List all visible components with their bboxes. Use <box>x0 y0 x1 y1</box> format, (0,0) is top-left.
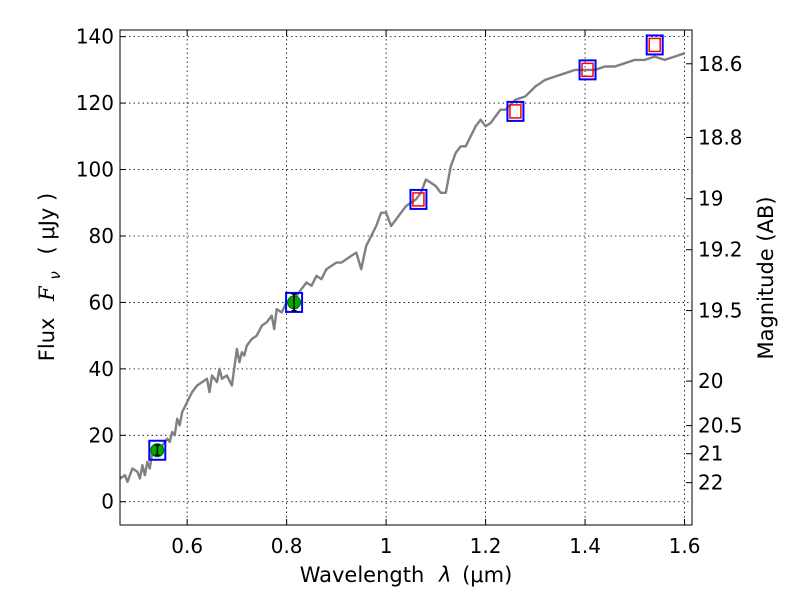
y-tick-label: 60 <box>89 290 114 314</box>
photometry-point <box>148 439 167 461</box>
model-flux-square <box>285 291 304 313</box>
x-tick-label: 1.4 <box>569 534 601 558</box>
y-tick-label: 100 <box>76 158 114 182</box>
x-tick-label: 1.6 <box>669 534 701 558</box>
predicted-flux-square <box>648 37 661 53</box>
y-tick-label: 40 <box>89 357 114 381</box>
y-tick-label: 140 <box>76 25 114 49</box>
axes: 0.6 0.8 1 1.2 1.4 1.6 0 20 40 60 80 100 120 140 18.6 18… <box>76 25 743 558</box>
y-tick-label: 0 <box>101 490 114 514</box>
mag-tick-label: 20 <box>698 369 723 393</box>
x-tick-label: 1.2 <box>470 534 502 558</box>
x-tick-label: 1 <box>380 534 393 558</box>
y2-axis-label: Magnitude (AB) <box>754 196 778 359</box>
model-flux-square <box>645 34 664 56</box>
mag-tick-label: 18.6 <box>698 52 743 76</box>
model-flux-square <box>409 188 428 210</box>
y-tick-label: 80 <box>89 224 114 248</box>
plot-frame <box>119 29 693 526</box>
photometry-point <box>506 100 525 122</box>
y-tick-label: 20 <box>89 423 114 447</box>
spectrum-line <box>119 52 685 483</box>
predicted-flux-square <box>509 104 522 119</box>
model-flux-square <box>578 59 597 81</box>
mag-tick-label: 21 <box>698 442 723 466</box>
x-tick-label: 0.6 <box>171 534 203 558</box>
mag-tick-label: 18.8 <box>698 125 743 149</box>
y-tick-label: 120 <box>76 91 114 115</box>
photometry-point <box>578 59 597 81</box>
mag-tick-label: 19 <box>698 187 723 211</box>
mag-tick-label: 19.2 <box>698 238 743 262</box>
mag-tick-label: 19.5 <box>698 299 743 323</box>
grid-lines <box>120 30 692 525</box>
model-flux-square <box>148 439 167 461</box>
plot-area <box>119 34 685 483</box>
mag-tick-label: 22 <box>698 471 723 495</box>
y-axis-label: Flux F ν ( μJy ) <box>35 193 65 361</box>
model-flux-square <box>506 100 525 122</box>
predicted-flux-square <box>581 62 594 78</box>
predicted-flux-square <box>412 192 425 207</box>
x-axis-label: Wavelength λ (μm) <box>300 563 513 587</box>
photometry-point <box>285 291 304 313</box>
photometry-point <box>409 188 428 210</box>
x-tick-label: 0.8 <box>271 534 303 558</box>
mag-tick-label: 20.5 <box>698 414 743 438</box>
photometry-point <box>645 34 664 56</box>
